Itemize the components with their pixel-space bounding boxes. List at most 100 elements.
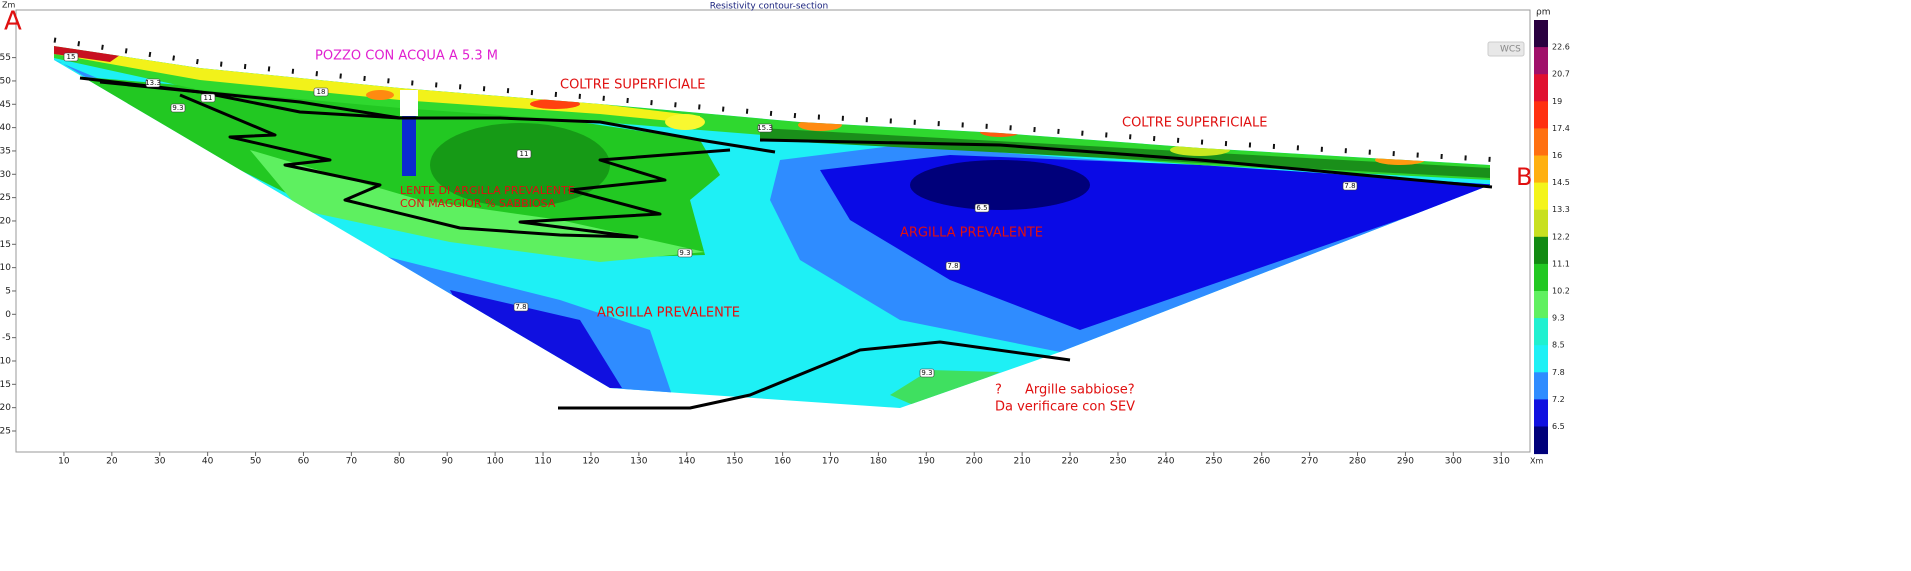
contour-label-box [170,103,186,113]
contour-label-box [974,203,990,213]
colorbar-swatch [1534,399,1548,427]
y-tick-label: 35 [0,146,11,156]
x-tick-label: 100 [487,457,504,467]
x-tick-label: 80 [394,457,406,467]
y-tick-label: 30 [0,170,11,180]
colorbar-swatch [1534,236,1548,265]
y-tick-label: 55 [0,53,11,63]
contour-label: 11 [520,150,529,158]
x-tick-label: 260 [1253,457,1270,467]
x-tick-label: 270 [1301,457,1318,467]
x-tick-label: 50 [250,457,262,467]
annotation: ARGILLA PREVALENTE [900,226,1043,241]
contour-section [54,46,1490,408]
boundary-line [79,76,776,154]
x-axis-label: Xm [1530,457,1543,466]
end-label: A [4,7,22,37]
x-tick-label: 170 [822,457,839,467]
colorbar-tick-label: 14.5 [1552,178,1570,187]
colorbar-swatch [1534,74,1548,102]
annotation: CON MAGGIOR % SABBIOSA [400,197,556,210]
x-tick-label: 280 [1349,457,1366,467]
y-tick-label: -15 [0,380,11,390]
y-tick-label: 45 [0,100,11,110]
colorbar-tick-label: 7.2 [1552,395,1565,404]
colorbar-swatch [1534,209,1548,238]
annotation: Da verificare con SEV [995,400,1135,415]
y-tick-label: 0 [5,310,11,320]
contour-label-box [313,87,329,97]
x-tick-label: 230 [1109,457,1126,467]
colorbar-swatch [1534,47,1548,75]
boundary-line [558,340,1071,410]
contour-label: 15.3 [757,124,773,132]
contour-label: 11 [204,94,213,102]
x-tick-label: 30 [154,457,166,467]
colorbar-tick-label: 8.5 [1552,341,1565,350]
contour-label: 7.8 [515,303,526,311]
colorbar-swatch [1534,263,1548,292]
contour-label-box [945,261,961,271]
colorbar-tick-label: 11.1 [1552,259,1570,268]
wcs-label: WCS [1500,45,1521,55]
y-tick-label: 15 [0,240,11,250]
well-top [400,90,418,116]
contour-label-box [516,149,532,159]
well [402,116,416,176]
contour-label: 15 [67,53,76,61]
contour-label-box [513,302,529,312]
x-tick-label: 90 [441,457,453,467]
y-axis-label: Zm [2,1,15,10]
colorbar-swatch [1534,372,1548,400]
contour-label: 18 [317,88,326,96]
colorbar-swatch [1534,318,1548,346]
contour-label: 6.5 [976,204,987,212]
x-tick-label: 140 [678,457,695,467]
contour-label-box [63,52,79,62]
annotation: Argille sabbiose? [1025,383,1135,398]
electrodes [53,37,1501,163]
x-tick-label: 10 [58,457,70,467]
annotation: ? [995,383,1002,398]
x-tick-label: 40 [202,457,214,467]
x-tick-label: 160 [774,457,791,467]
annotation: LENTE DI ARGILLA PREVALENTE [400,184,575,197]
colorbar-swatch [1534,291,1548,319]
x-tick-label: 180 [870,457,887,467]
colorbar-tick-label: 10.2 [1552,287,1570,296]
colorbar-tick-label: 13.3 [1552,205,1570,214]
x-tick-label: 210 [1014,457,1031,467]
x-tick-label: 130 [630,457,647,467]
y-tick-label: 25 [0,193,11,203]
colorbar-tick-label: 17.4 [1552,124,1570,133]
contour-label: 9.3 [921,369,932,377]
y-tick-label: 40 [0,123,11,133]
contour-label-box [919,368,935,378]
end-label: B [1516,163,1532,191]
x-tick-label: 300 [1445,457,1462,467]
boundary-line [759,138,1493,189]
wcs-button[interactable] [1487,41,1525,57]
boundary-line [99,80,401,120]
x-tick-label: 200 [966,457,983,467]
contour-label-box [200,93,216,103]
x-tick-label: 310 [1493,457,1510,467]
contour-labels: 15 13.3 11 9.3 18 11 15.3 7.8 6.5 9.3 7.8 7.8 9.3 [63,52,1358,378]
contour-label: 13.3 [145,79,161,87]
x-tick-label: 70 [346,457,358,467]
x-tick-label: 190 [918,457,935,467]
x-tick-label: 20 [106,457,118,467]
colorbar-tick-label: 20.7 [1552,70,1570,79]
x-tick-label: 290 [1397,457,1414,467]
colorbar-swatch [1534,182,1548,211]
y-tick-label: 50 [0,76,11,86]
lens-outline [179,93,731,239]
x-tick-label: 110 [534,457,551,467]
colorbar-swatch [1534,155,1548,184]
x-tick-label: 250 [1205,457,1222,467]
annotation: COLTRE SUPERFICIALE [560,78,706,93]
colorbar-tick-label: 7.8 [1552,368,1565,377]
colorbar: 22.6 20.7 19 17.4 16 14.5 13.3 12.2 11.1 10.2 9.3 8… [1534,20,1570,455]
contour-label-box [145,78,161,88]
